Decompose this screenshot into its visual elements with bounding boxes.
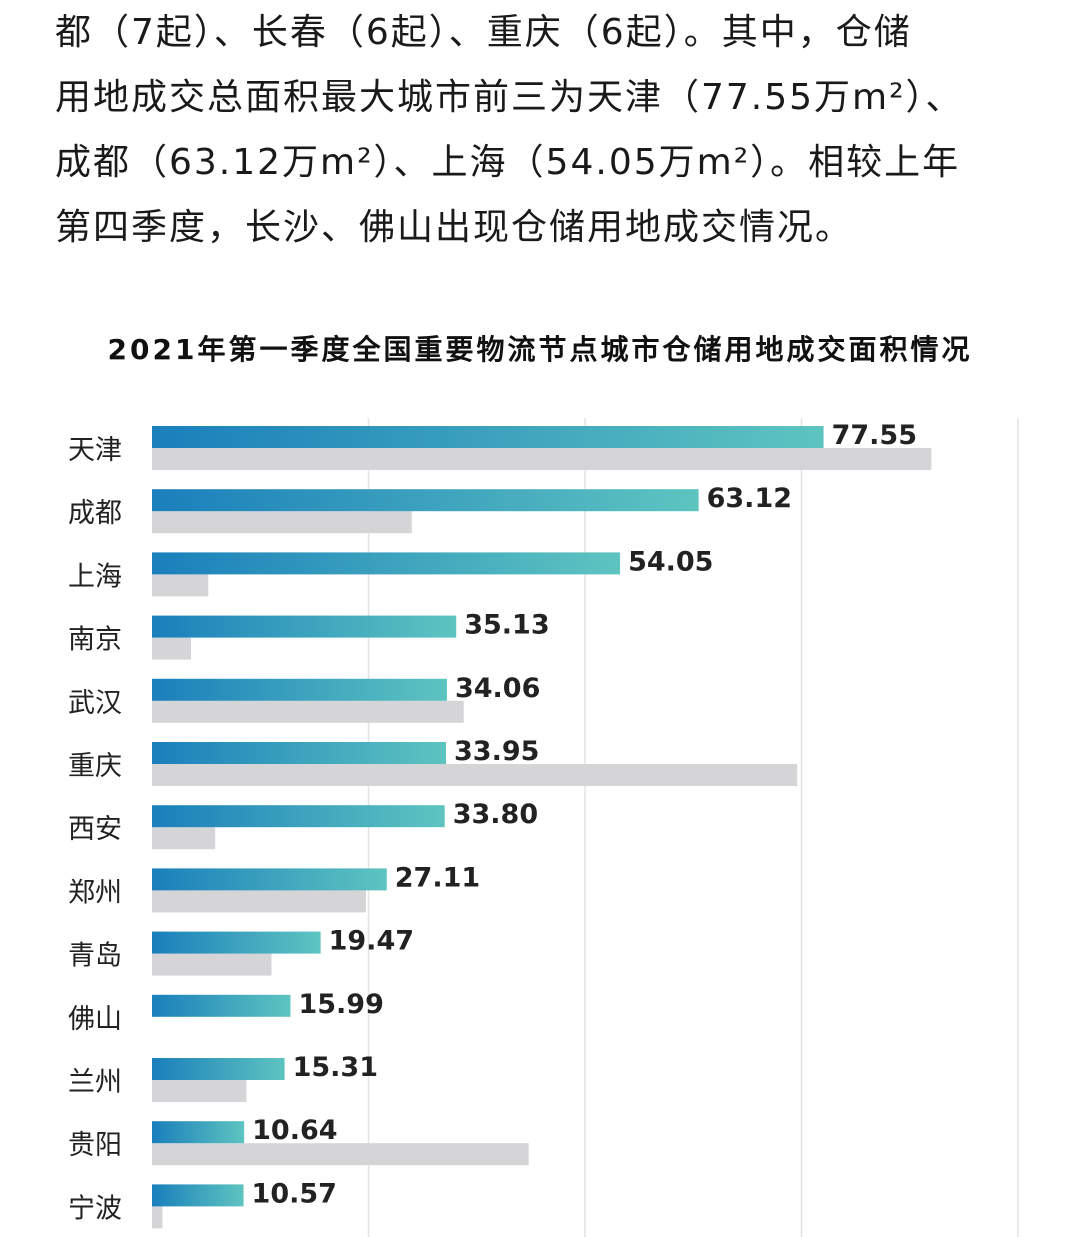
bar-previous: [152, 448, 932, 470]
value-label: 27.11: [395, 862, 480, 893]
bar-current: [152, 868, 387, 891]
category-label: 成都: [68, 498, 122, 529]
bar-previous: [152, 700, 464, 723]
value-label: 10.64: [252, 1115, 337, 1146]
bar-previous: [152, 574, 209, 597]
bar-current: [152, 552, 621, 575]
category-label: 贵阳: [68, 1130, 122, 1161]
category-label: 兰州: [68, 1067, 122, 1098]
bar-previous: [152, 764, 798, 786]
value-label: 19.47: [329, 926, 414, 957]
value-label: 33.80: [453, 799, 538, 830]
bar-current: [152, 1058, 285, 1080]
category-label: 佛山: [68, 1004, 122, 1035]
bar-previous: [152, 1143, 529, 1166]
bar-current: [152, 615, 457, 638]
bar-current: [152, 994, 291, 1017]
bar-previous: [152, 953, 272, 976]
bar-current: [152, 805, 445, 828]
bar-previous: [152, 637, 191, 660]
bar-current: [152, 678, 447, 701]
bar-current: [152, 489, 699, 512]
bar-current: [152, 1184, 244, 1207]
bars-group: 天津 77.55 成都 63.12 上海 54.05 南京 35.13 武汉 34.06 重庆 33.…: [68, 420, 932, 1229]
bar-previous: [152, 1080, 247, 1102]
paragraph-line: 用地成交总面积最大城市前三为天津（77.55万m²）、: [55, 77, 964, 118]
category-label: 宁波: [68, 1193, 122, 1224]
category-label: 重庆: [68, 751, 122, 782]
category-label: 天津: [68, 435, 122, 466]
bar-current: [152, 426, 824, 448]
value-label: 63.12: [707, 483, 792, 514]
category-label: 郑州: [68, 877, 122, 908]
value-label: 77.55: [832, 420, 917, 451]
category-label: 上海: [68, 561, 122, 592]
chart-title: 2021年第一季度全国重要物流节点城市仓储用地成交面积情况: [107, 333, 973, 366]
value-label: 35.13: [464, 610, 549, 641]
article-paragraph: 都（7起）、长春（6起）、重庆（6起）。其中，仓储 用地成交总面积最大城市前三为…: [55, 0, 1030, 260]
bar-current: [152, 1121, 245, 1144]
bar-previous: [152, 511, 412, 534]
value-label: 34.06: [455, 673, 540, 704]
paragraph-line: 成都（63.12万m²）、上海（54.05万m²）。相较上年: [55, 142, 961, 183]
paragraph-line: 第四季度，长沙、佛山出现仓储用地成交情况。: [55, 207, 854, 248]
value-label: 54.05: [628, 546, 713, 577]
category-label: 武汉: [68, 688, 122, 719]
bar-previous: [152, 890, 366, 913]
bar-current: [152, 742, 447, 764]
bar-previous: [152, 1206, 163, 1229]
bar-previous: [152, 827, 216, 850]
value-label: 15.99: [298, 989, 383, 1020]
category-label: 南京: [68, 625, 122, 656]
category-label: 青岛: [68, 941, 122, 972]
value-label: 15.31: [293, 1052, 378, 1083]
value-label: 33.95: [454, 736, 539, 767]
bar-current: [152, 931, 321, 954]
value-label: 10.57: [252, 1178, 337, 1209]
paragraph-line: 都（7起）、长春（6起）、重庆（6起）。其中，仓储: [55, 12, 912, 53]
category-label: 西安: [68, 814, 122, 845]
